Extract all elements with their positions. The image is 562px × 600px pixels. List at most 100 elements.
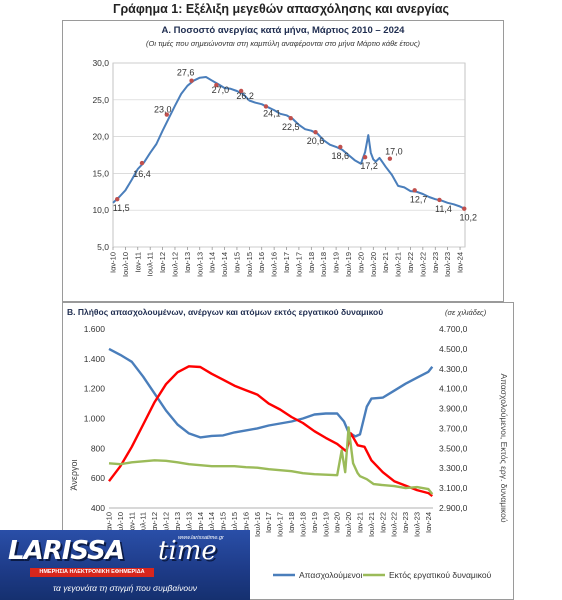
chart-a-march-marker (437, 197, 442, 203)
chart-a-x-tick-label: Ιουλ-12 (170, 252, 179, 277)
employment-counts-chart-panel: Β. Πλήθος απασχολουμένων, ανέργων και ατ… (62, 302, 514, 600)
chart-b-y2-tick-label: 3.900,0 (439, 404, 468, 414)
chart-a-x-tick-label: Ιαν-16 (257, 252, 266, 273)
chart-b-x-tick-label: Ιαν-19 (310, 512, 319, 533)
chart-a-x-tick-label: Ιαν-12 (158, 252, 167, 273)
unemployment-rate-chart: Α. Ποσοστό ανεργίας κατά μήνα, Μάρτιος 2… (92, 25, 477, 277)
chart-a-data-label: 10,2 (459, 213, 477, 223)
chart-a-data-label: 27,0 (212, 85, 230, 95)
chart-a-x-tick-label: Ιαν-23 (431, 252, 440, 273)
chart-a-x-tick-label: Ιαν-17 (282, 252, 291, 273)
chart-b-y-tick-label: 1.200 (84, 384, 106, 394)
chart-a-march-marker (139, 160, 145, 166)
chart-a-x-tick-label: Ιουλ-11 (146, 252, 155, 276)
chart-a-x-tick-label: Ιαν-18 (307, 252, 316, 273)
chart-a-x-tick-label: Ιουλ-19 (344, 252, 353, 277)
chart-a-x-tick-label: Ιαν-20 (356, 252, 365, 273)
chart-a-data-label: 26,2 (236, 91, 254, 101)
chart-a-title: Α. Ποσοστό ανεργίας κατά μήνα, Μάρτιος 2… (162, 25, 406, 36)
chart-a-data-label: 22,5 (282, 122, 300, 132)
chart-a-x-tick-label: Ιουλ-13 (195, 252, 204, 277)
chart-b-y2-tick-label: 4.700,0 (439, 324, 468, 334)
chart-a-march-marker (288, 116, 293, 121)
chart-a-data-label: 18,6 (332, 151, 350, 161)
chart-b-y-tick-label: 800 (91, 443, 105, 453)
chart-b-y2-tick-label: 4.300,0 (439, 364, 468, 374)
chart-b-y-tick-label: 600 (91, 473, 105, 483)
chart-b-y-tick-label: 1.400 (84, 354, 106, 364)
chart-b-x-tick-label: Ιαν-12 (150, 512, 159, 533)
chart-a-march-marker (115, 196, 120, 202)
page-title: Γράφημα 1: Εξέλιξη μεγεθών απασχόλησης κ… (112, 2, 450, 16)
chart-a-march-marker (189, 78, 194, 83)
chart-b-x-tick-label: Ιαν-15 (219, 512, 228, 533)
chart-b-x-tick-label: Ιαν-18 (287, 512, 296, 533)
logo-tagline: τα γεγονότα τη στιγμή που συμβαίνουν (52, 583, 197, 593)
chart-b-x-tick-label: Ιουλ-14 (207, 512, 216, 537)
chart-a-y-tick-label: 5,0 (97, 242, 109, 252)
chart-b-x-tick-label: Ιουλ-13 (184, 512, 193, 537)
chart-b-x-tick-label: Ιαν-22 (378, 512, 387, 533)
chart-b-series-line (108, 365, 434, 498)
chart-a-x-tick-label: Ιαν-19 (332, 252, 341, 273)
chart-a-march-marker (313, 129, 318, 135)
chart-a-data-label: 16,4 (133, 169, 151, 179)
chart-b-left-axis-label: Άνεργοι (69, 460, 79, 491)
chart-a-y-tick-label: 20,0 (92, 132, 109, 142)
chart-b-x-tick-label: Ιαν-11 (127, 512, 136, 532)
chart-a-march-marker (462, 206, 467, 211)
chart-a-x-tick-label: Ιαν-14 (208, 252, 217, 273)
chart-a-data-label: 24,1 (263, 108, 281, 118)
logo-word: LARISSA (8, 536, 125, 566)
chart-a-march-marker (214, 82, 219, 88)
chart-b-right-axis-label: Απασχολούμενοι, Εκτός εργ. δυναμικού (499, 373, 509, 522)
chart-b-series-line (108, 347, 434, 439)
chart-a-x-tick-label: Ιαν-21 (381, 252, 390, 273)
chart-b-x-tick-label: Ιαν-16 (241, 512, 250, 533)
chart-b-y2-tick-label: 2.900,0 (439, 503, 468, 513)
chart-a-x-tick-label: Ιουλ-10 (121, 252, 130, 277)
chart-b-y2-tick-label: 4.500,0 (439, 344, 468, 354)
chart-a-x-tick-label: Ιαν-24 (456, 252, 465, 273)
chart-b-y2-tick-label: 3.300,0 (439, 463, 468, 473)
chart-a-data-label: 12,7 (410, 194, 428, 204)
chart-b-x-tick-label: Ιαν-13 (173, 512, 182, 533)
chart-b-y2-tick-label: 3.100,0 (439, 483, 468, 493)
chart-b-x-tick-label: Ιαν-21 (355, 512, 364, 533)
chart-a-y-tick-label: 30,0 (92, 58, 109, 68)
chart-a-march-marker (338, 144, 343, 150)
chart-a-x-tick-label: Ιαν-10 (109, 252, 118, 273)
chart-b-y2-tick-label: 3.700,0 (439, 423, 468, 433)
chart-b-x-tick-label: Ιουλ-23 (413, 512, 422, 537)
chart-a-subtitle: (Οι τιμές που σημειώνονται στη καμπύλη α… (146, 39, 420, 48)
chart-b-x-tick-label: Ιουλ-18 (298, 512, 307, 537)
chart-b-y-tick-label: 1.600 (84, 324, 106, 334)
chart-b-x-tick-label: Ιουλ-21 (367, 512, 376, 537)
chart-a-x-tick-label: Ιουλ-22 (418, 252, 427, 277)
chart-b-x-tick-label: Ιαν-24 (424, 512, 433, 533)
chart-a-y-tick-label: 25,0 (92, 95, 109, 105)
logo-word-time: time (158, 536, 217, 566)
chart-a-march-marker (164, 112, 169, 117)
chart-a-x-tick-label: Ιαν-15 (232, 252, 241, 273)
chart-b-x-tick-label: Ιουλ-16 (253, 512, 262, 537)
chart-a-unemployment-line (112, 76, 465, 210)
chart-b-x-tick-label: Ιουλ-20 (344, 512, 353, 537)
chart-a-march-marker (362, 155, 368, 160)
chart-b-legend-label: Απασχολούμενοι (299, 570, 363, 580)
chart-b-x-tick-label: Ιαν-23 (401, 512, 410, 533)
chart-a-x-tick-label: Ιουλ-16 (270, 252, 279, 277)
chart-b-y-tick-label: 1.000 (84, 414, 106, 424)
chart-a-x-tick-label: Ιουλ-23 (443, 252, 452, 277)
chart-b-x-tick-label: Ιουλ-12 (162, 512, 171, 537)
chart-b-legend-label: Εκτός εργατικού δυναμικού (389, 570, 492, 580)
chart-a-data-label: 11,5 (113, 203, 130, 213)
employment-counts-chart: Β. Πλήθος απασχολουμένων, ανέργων και ατ… (67, 307, 509, 580)
chart-b-y2-tick-label: 4.100,0 (439, 384, 468, 394)
chart-b-title: Β. Πλήθος απασχολουμένων, ανέργων και ατ… (67, 307, 383, 317)
chart-a-march-marker (412, 188, 417, 193)
chart-a-data-label: 17,0 (385, 147, 403, 157)
chart-a-x-tick-label: Ιαν-13 (183, 252, 192, 273)
chart-b-series-line (108, 426, 434, 495)
logo-subtitle: ΗΜΕΡΗΣΙΑ ΗΛΕΚΤΡΟΝΙΚΗ ΕΦΗΜΕΡΙΔΑ (30, 568, 154, 577)
